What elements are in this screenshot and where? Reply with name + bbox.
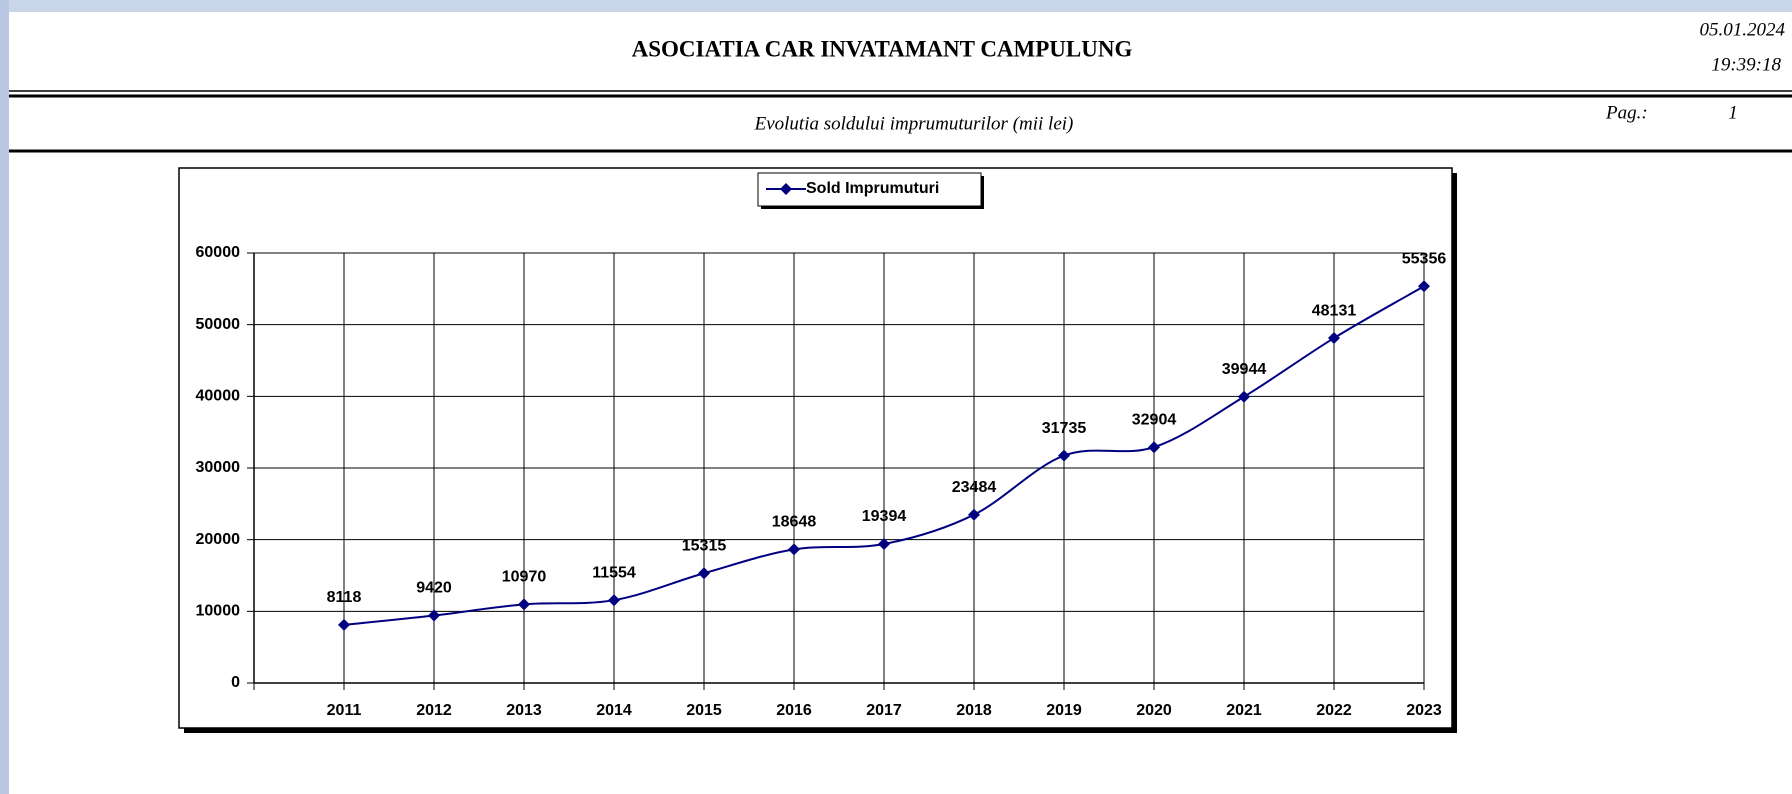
data-label: 55356 <box>1402 251 1447 268</box>
x-tick-label: 2014 <box>596 702 632 719</box>
data-label: 19394 <box>862 508 907 525</box>
marker <box>1058 449 1070 462</box>
marker <box>428 609 440 622</box>
legend-label: Sold Imprumuturi <box>806 180 939 197</box>
top-bar <box>0 0 1792 12</box>
marker <box>518 598 530 611</box>
marker <box>878 538 890 551</box>
x-tick-label: 2019 <box>1046 702 1082 719</box>
x-tick-label: 2012 <box>416 702 452 719</box>
report-date: 05.01.2024 <box>1700 19 1786 40</box>
x-tick-label: 2018 <box>956 702 992 719</box>
legend-marker <box>780 183 792 195</box>
x-tick-label: 2016 <box>776 702 812 719</box>
data-label: 39944 <box>1222 361 1267 378</box>
marker <box>338 618 350 631</box>
data-label: 32904 <box>1132 411 1177 428</box>
data-label: 48131 <box>1312 302 1357 319</box>
marker <box>1418 280 1430 293</box>
data-label: 11554 <box>592 564 636 581</box>
data-label: 31735 <box>1042 420 1087 437</box>
y-tick-label: 10000 <box>196 603 241 620</box>
report-title: ASOCIATIA CAR INVATAMANT CAMPULUNG <box>632 36 1133 61</box>
data-label: 15315 <box>682 537 727 554</box>
left-bar <box>0 0 9 794</box>
x-tick-label: 2021 <box>1226 702 1262 719</box>
marker <box>608 594 620 607</box>
y-tick-label: 20000 <box>196 531 241 548</box>
data-label: 9420 <box>416 580 452 597</box>
x-tick-label: 2013 <box>506 702 542 719</box>
data-label: 23484 <box>952 479 997 496</box>
report-subtitle: Evolutia soldului imprumuturilor (mii le… <box>754 113 1074 134</box>
y-tick-label: 0 <box>231 674 240 691</box>
page-label: Pag.: <box>1605 102 1648 123</box>
x-tick-label: 2011 <box>327 702 362 719</box>
x-tick-label: 2022 <box>1316 702 1352 719</box>
x-tick-label: 2017 <box>866 702 902 719</box>
marker <box>968 508 980 521</box>
marker <box>788 543 800 556</box>
data-label: 18648 <box>772 514 817 531</box>
x-tick-label: 2020 <box>1136 702 1172 719</box>
data-label: 10970 <box>502 569 547 586</box>
y-tick-label: 30000 <box>196 459 241 476</box>
page-number: 1 <box>1728 102 1738 123</box>
chart-frame <box>178 167 1453 729</box>
marker <box>698 567 710 580</box>
report-time: 19:39:18 <box>1711 54 1781 75</box>
x-tick-label: 2023 <box>1406 702 1442 719</box>
y-tick-label: 60000 <box>196 244 241 261</box>
marker <box>1148 441 1160 454</box>
y-tick-label: 50000 <box>196 316 241 333</box>
marker <box>1238 390 1250 403</box>
data-label: 8118 <box>327 589 362 606</box>
x-tick-label: 2015 <box>686 702 722 719</box>
marker <box>1328 332 1340 345</box>
y-tick-label: 40000 <box>196 388 241 405</box>
